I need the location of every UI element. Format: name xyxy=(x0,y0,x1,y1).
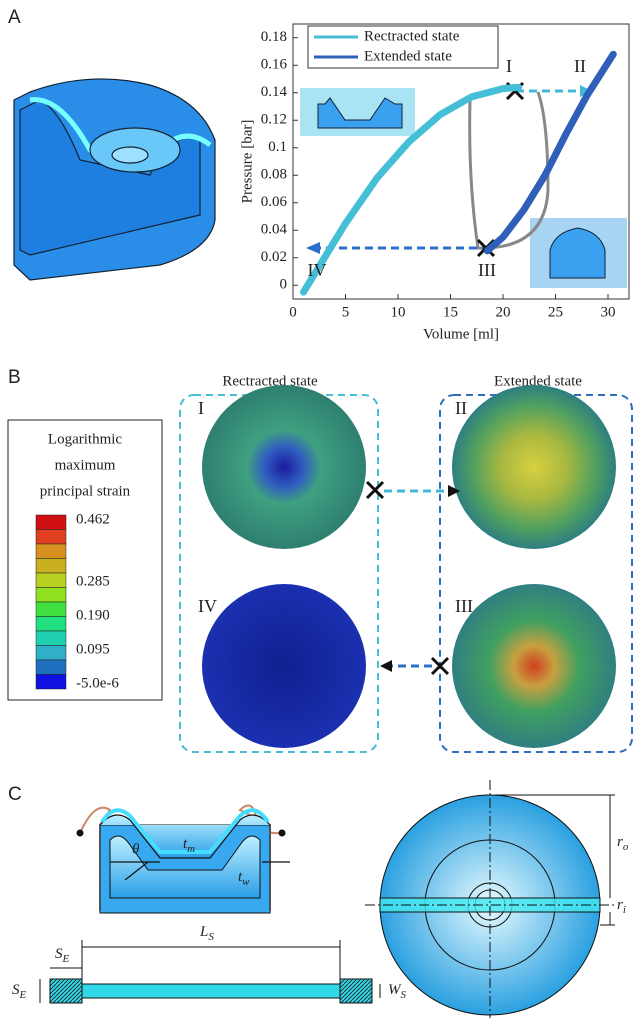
y-tick-label: 0.1 xyxy=(268,139,287,155)
y-tick-label: 0.04 xyxy=(261,222,288,238)
colorbar-label: 0.095 xyxy=(76,641,110,657)
colorbar-swatch xyxy=(36,631,66,646)
x-tick-label: 20 xyxy=(496,304,511,320)
subscript: S xyxy=(401,989,407,1001)
x-tick-label: 0 xyxy=(289,304,297,320)
x-tick-label: 10 xyxy=(391,304,406,320)
colorbar-swatch xyxy=(36,660,66,675)
state-label: I xyxy=(198,398,204,418)
subscript: E xyxy=(62,953,70,965)
x-tick-label: 5 xyxy=(342,304,350,320)
y-tick-label: 0.08 xyxy=(261,167,287,183)
state-label: III xyxy=(455,596,473,616)
y-tick-label: 0.18 xyxy=(261,29,287,45)
panel-c: θ tm tw SE SE LS WS ro ri xyxy=(12,780,629,1018)
subscript: E xyxy=(19,989,27,1001)
colorbar-swatch xyxy=(36,544,66,559)
symbol: θ xyxy=(132,841,140,857)
panel-b: Rectracted state Extended state I II IV … xyxy=(8,373,632,752)
colorbar-label: 0.462 xyxy=(76,511,110,527)
colorbar-swatch xyxy=(36,530,66,545)
symbol: L xyxy=(199,924,208,940)
strain-map xyxy=(202,385,366,549)
colorbar-label: -5.0e-6 xyxy=(76,675,119,691)
y-axis-label: Pressure [bar] xyxy=(239,120,255,204)
x-tick-label: 15 xyxy=(443,304,458,320)
colorbar-swatch xyxy=(36,515,66,530)
state-label: II xyxy=(455,398,467,418)
y-tick-label: 0 xyxy=(280,277,288,293)
colorbar-swatch xyxy=(36,588,66,603)
colorbar-swatch xyxy=(36,602,66,617)
x-tick-label: 25 xyxy=(548,304,563,320)
symbol: SE xyxy=(12,982,27,1000)
x-tick-label: 30 xyxy=(601,304,616,320)
symbol: SE xyxy=(55,946,70,964)
colorbar-swatch xyxy=(36,617,66,632)
colorbar-swatch xyxy=(36,559,66,574)
cross-marker xyxy=(432,658,448,674)
annotation: II xyxy=(574,56,586,76)
subscript: w xyxy=(242,876,250,888)
arrowhead xyxy=(380,660,392,672)
x-axis-label: Volume [ml] xyxy=(423,326,499,342)
colorbar-title: Logarithmic xyxy=(48,431,122,447)
legend-label: Extended state xyxy=(364,48,452,64)
colorbar-swatch xyxy=(36,573,66,588)
strain-map xyxy=(452,385,616,549)
colorbar-label: 0.190 xyxy=(76,607,110,623)
colorbar-swatch xyxy=(36,646,66,661)
figure: A B C 0 5 10 15 20 25 30 0 0.02 0.04 0.06 0.08 0.1 0.… xyxy=(0,0,638,1018)
panel-label: A xyxy=(8,7,21,28)
subscript: S xyxy=(208,931,214,943)
symbol: ro xyxy=(617,834,629,852)
strain-map xyxy=(202,584,366,748)
device-sketch xyxy=(14,79,215,280)
colorbar-label: 0.285 xyxy=(76,573,110,589)
annotation: I xyxy=(506,56,512,76)
symbol: WS xyxy=(388,982,407,1000)
subscript: o xyxy=(623,841,629,853)
y-tick-label: 0.16 xyxy=(261,57,288,73)
y-tick-label: 0.02 xyxy=(261,249,287,265)
state-label: IV xyxy=(198,596,217,616)
subscript: m xyxy=(187,843,195,855)
symbol: LS xyxy=(199,924,214,942)
annotation: IV xyxy=(308,260,327,280)
subscript: i xyxy=(623,904,626,916)
colorbar-title: maximum xyxy=(55,457,116,473)
symbol: ri xyxy=(617,897,626,915)
cross-marker xyxy=(367,482,383,498)
panel-label: C xyxy=(8,784,22,805)
y-tick-label: 0.14 xyxy=(261,84,288,100)
panel-label: B xyxy=(8,367,21,388)
y-tick-label: 0.06 xyxy=(261,194,288,210)
annotation: III xyxy=(478,260,496,280)
y-tick-label: 0.12 xyxy=(261,112,287,128)
strain-map xyxy=(452,584,616,748)
colorbar-title: principal strain xyxy=(40,483,131,499)
arrowhead xyxy=(306,242,320,254)
legend-label: Rectracted state xyxy=(364,28,460,44)
colorbar-swatch xyxy=(36,675,66,690)
plot: 0 5 10 15 20 25 30 0 0.02 0.04 0.06 0.08 0.1 0.12 0.14… xyxy=(239,24,629,342)
